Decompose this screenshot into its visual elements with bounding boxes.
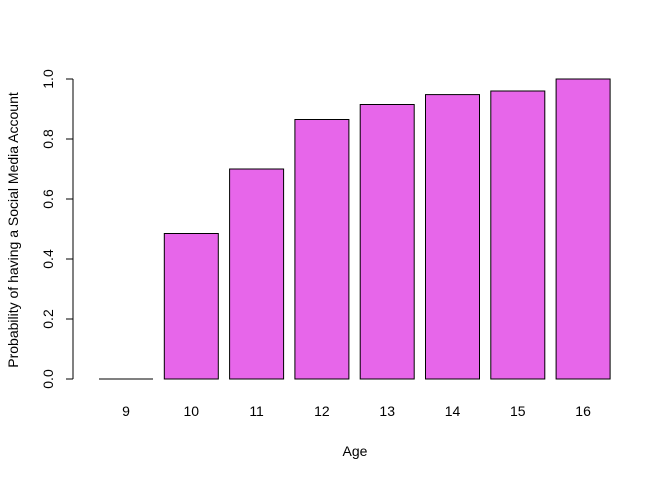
bar-15 — [490, 90, 546, 380]
y-axis: 0.0 0.2 0.4 0.6 0.8 1.0 — [40, 69, 74, 389]
x-tick-label: 13 — [379, 403, 395, 419]
y-tick-label: 1.0 — [40, 69, 56, 89]
x-tick-label: 14 — [445, 403, 461, 419]
x-tick-label: 9 — [122, 403, 130, 419]
bar-13 — [359, 104, 415, 380]
y-tick-label: 0.2 — [40, 309, 56, 329]
y-tick-label: 0.8 — [40, 129, 56, 149]
x-tick-label: 10 — [184, 403, 200, 419]
x-tick-label: 15 — [510, 403, 526, 419]
y-axis-title: Probability of having a Social Media Acc… — [5, 92, 21, 368]
bar-11 — [229, 168, 285, 380]
bar-16 — [555, 78, 611, 380]
x-tick-label: 11 — [249, 403, 264, 419]
x-axis-title: Age — [343, 443, 368, 459]
bar-12 — [294, 119, 350, 380]
x-tick-labels: 9 10 11 12 13 14 15 16 — [122, 403, 591, 419]
bar-14 — [425, 94, 480, 380]
x-tick-label: 16 — [575, 403, 591, 419]
bar-10 — [163, 233, 219, 380]
bars — [99, 78, 611, 380]
y-tick-label: 0.6 — [40, 189, 56, 209]
x-tick-label: 12 — [314, 403, 330, 419]
y-tick-label: 0.0 — [40, 369, 56, 389]
y-tick-label: 0.4 — [40, 249, 56, 269]
